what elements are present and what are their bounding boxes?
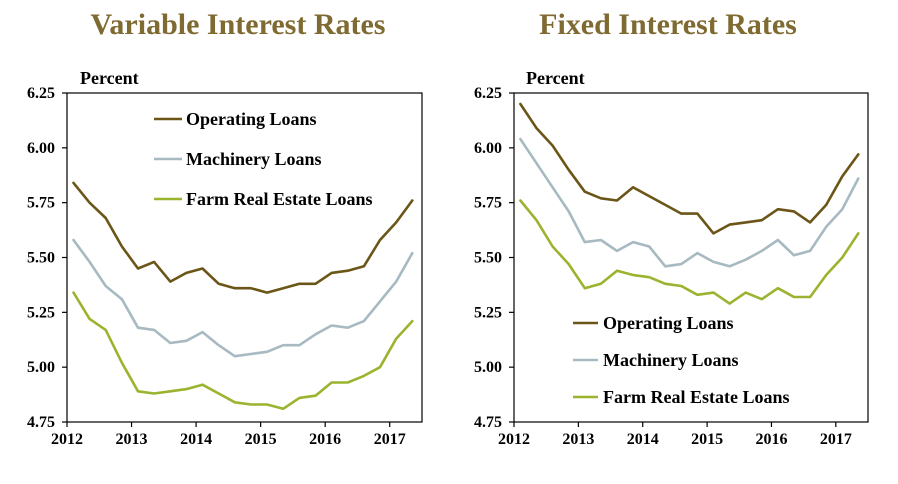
fixed-rates-y-tick-label: 5.00	[474, 359, 502, 376]
variable-rates-y-tick-label: 6.00	[27, 140, 55, 157]
fixed-rates-x-tick-label: 2013	[562, 431, 594, 448]
variable-rates-x-tick-label: 2014	[180, 431, 212, 448]
variable-rates-x-tick-label: 2017	[374, 431, 406, 448]
variable-rates-x-axis: 2012 2013 2014 2015 2016 2017	[51, 422, 406, 448]
fixed-rates-x-axis: 2012 2013 2014 2015 2016 2017	[498, 422, 852, 448]
variable-rates-x-tick-label: 2013	[116, 431, 148, 448]
fixed-rates-x-tick-label: 2017	[820, 431, 852, 448]
fixed-rates-panel: Fixed Interest Rates Percent 6.25 6.00 5.7…	[474, 8, 869, 448]
variable-rates-legend-label-farm-real-estate-loans: Farm Real Estate Loans	[186, 189, 372, 209]
variable-rates-y-tick-label: 6.25	[27, 85, 55, 102]
fixed-rates-x-tick-label: 2016	[755, 431, 787, 448]
fixed-rates-x-tick-label: 2012	[498, 431, 530, 448]
variable-rates-line-machinery-loans	[72, 238, 414, 358]
fixed-rates-series	[519, 102, 860, 305]
fixed-rates-line-operating-loans	[519, 102, 860, 235]
variable-rates-y-axis: 6.25 6.00 5.75 5.50 5.25 5.00 4.75	[27, 85, 67, 431]
fixed-rates-x-tick-label: 2015	[691, 431, 723, 448]
variable-rates-line-farm-real-estate-loans	[72, 291, 414, 411]
variable-rates-x-tick-label: 2016	[309, 431, 341, 448]
fixed-rates-y-tick-label: 5.75	[474, 195, 502, 212]
fixed-rates-title: Fixed Interest Rates	[539, 8, 797, 41]
variable-rates-y-tick-label: 5.25	[27, 304, 55, 321]
fixed-rates-y-tick-label: 5.50	[474, 250, 502, 267]
fixed-rates-legend-label-operating-loans: Operating Loans	[603, 313, 734, 333]
fixed-rates-line-farm-real-estate-loans	[519, 199, 860, 305]
fixed-rates-line-machinery-loans	[519, 137, 860, 268]
variable-rates-unit-label: Percent	[80, 68, 139, 88]
variable-rates-legend-label-machinery-loans: Machinery Loans	[186, 149, 322, 169]
variable-rates-y-tick-label: 5.75	[27, 195, 55, 212]
fixed-rates-y-tick-label: 4.75	[474, 414, 502, 431]
fixed-rates-y-axis: 6.25 6.00 5.75 5.50 5.25 5.00 4.75	[474, 85, 514, 431]
variable-rates-y-tick-label: 5.00	[27, 359, 55, 376]
variable-rates-y-tick-label: 5.50	[27, 250, 55, 267]
fixed-rates-y-tick-label: 5.25	[474, 304, 502, 321]
fixed-rates-legend-label-farm-real-estate-loans: Farm Real Estate Loans	[603, 387, 789, 407]
variable-rates-legend-label-operating-loans: Operating Loans	[186, 109, 317, 129]
fixed-rates-x-tick-label: 2014	[627, 431, 659, 448]
variable-rates-x-tick-label: 2015	[245, 431, 277, 448]
fixed-rates-unit-label: Percent	[526, 68, 585, 88]
variable-rates-series	[72, 181, 414, 411]
fixed-rates-y-tick-label: 6.00	[474, 140, 502, 157]
variable-rates-x-tick-label: 2012	[51, 431, 83, 448]
variable-rates-line-operating-loans	[72, 181, 414, 294]
fixed-rates-legend: Operating Loans Machinery Loans Farm Real …	[573, 313, 789, 407]
fixed-rates-y-tick-label: 6.25	[474, 85, 502, 102]
variable-rates-legend: Operating Loans Machinery Loans Farm Real …	[154, 109, 372, 209]
variable-rates-y-tick-label: 4.75	[27, 414, 55, 431]
variable-rates-title: Variable Interest Rates	[91, 8, 386, 41]
fixed-rates-legend-label-machinery-loans: Machinery Loans	[603, 350, 739, 370]
variable-rates-panel: Variable Interest Rates Percent 6.25 6.00…	[27, 8, 423, 448]
